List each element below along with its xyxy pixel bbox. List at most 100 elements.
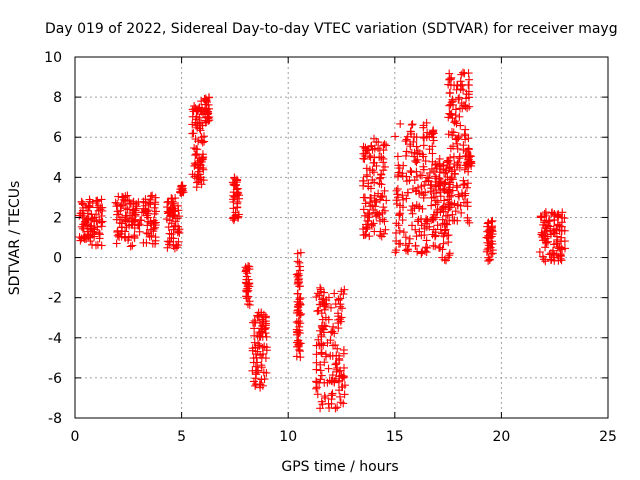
data-point xyxy=(245,297,254,306)
x-tick-label: 5 xyxy=(177,429,186,445)
data-point xyxy=(409,137,418,146)
data-point xyxy=(552,225,561,234)
data-point xyxy=(312,383,321,392)
data-point xyxy=(312,341,321,350)
data-point xyxy=(418,150,427,159)
data-point xyxy=(436,188,445,197)
data-point xyxy=(243,282,252,291)
data-point xyxy=(445,180,454,189)
data-point xyxy=(372,137,381,146)
data-point xyxy=(392,186,401,195)
data-point xyxy=(96,205,105,214)
data-point xyxy=(440,219,449,228)
data-point xyxy=(417,221,426,230)
data-point xyxy=(171,207,180,216)
data-point xyxy=(112,215,121,224)
data-point xyxy=(198,153,207,162)
data-point xyxy=(320,305,329,314)
data-point xyxy=(165,238,174,247)
data-point xyxy=(448,186,457,195)
data-point xyxy=(464,134,473,143)
data-point xyxy=(399,228,408,237)
data-point xyxy=(398,203,407,212)
data-point xyxy=(317,348,326,357)
data-point xyxy=(447,191,456,200)
data-point xyxy=(361,144,370,153)
data-point xyxy=(318,295,327,304)
data-point xyxy=(454,158,463,167)
data-point xyxy=(251,350,260,359)
data-point xyxy=(317,287,326,296)
data-point xyxy=(420,231,429,240)
data-point xyxy=(262,368,271,377)
data-point xyxy=(328,327,337,336)
data-point xyxy=(317,340,326,349)
data-point xyxy=(76,236,85,245)
data-point xyxy=(77,197,86,206)
data-point xyxy=(458,191,467,200)
data-point xyxy=(313,307,322,316)
x-tick-label: 10 xyxy=(279,429,297,445)
data-point xyxy=(407,148,416,157)
data-point xyxy=(427,180,436,189)
data-point xyxy=(197,180,206,189)
data-point xyxy=(437,229,446,238)
data-point xyxy=(331,360,340,369)
data-point xyxy=(295,322,304,331)
data-point xyxy=(359,193,368,202)
data-point xyxy=(295,347,304,356)
data-point xyxy=(455,112,464,121)
data-point xyxy=(411,242,420,251)
data-point xyxy=(333,344,342,353)
data-point xyxy=(464,69,473,78)
data-point xyxy=(254,339,263,348)
data-point xyxy=(435,181,444,190)
data-point xyxy=(445,249,454,258)
data-point xyxy=(320,392,329,401)
data-point xyxy=(245,262,254,271)
data-point xyxy=(553,220,562,229)
data-point xyxy=(421,157,430,166)
data-point xyxy=(317,323,326,332)
data-points xyxy=(75,68,569,413)
data-point xyxy=(553,237,562,246)
data-point xyxy=(425,132,434,141)
data-point xyxy=(380,186,389,195)
data-point xyxy=(314,306,323,315)
data-point xyxy=(328,389,337,398)
data-point xyxy=(230,174,239,183)
data-point xyxy=(204,100,213,109)
data-point xyxy=(242,286,251,295)
y-tick-label: 6 xyxy=(53,130,62,146)
data-point xyxy=(431,213,440,222)
data-point xyxy=(483,219,492,228)
data-point xyxy=(411,186,420,195)
data-point xyxy=(293,279,302,288)
data-point xyxy=(94,201,103,210)
data-point xyxy=(406,142,415,151)
data-point xyxy=(428,215,437,224)
data-point xyxy=(370,227,379,236)
data-point xyxy=(364,217,373,226)
data-point xyxy=(339,349,348,358)
data-point xyxy=(92,210,101,219)
data-point xyxy=(142,238,151,247)
data-point xyxy=(446,110,455,119)
data-point xyxy=(412,133,421,142)
data-point xyxy=(97,222,106,231)
data-point xyxy=(198,138,207,147)
data-point xyxy=(204,93,213,102)
data-point xyxy=(395,210,404,219)
data-point xyxy=(292,318,301,327)
data-point xyxy=(294,328,303,337)
data-point xyxy=(433,198,442,207)
data-point xyxy=(431,231,440,240)
data-point xyxy=(401,246,410,255)
data-point xyxy=(419,152,428,161)
data-point xyxy=(192,145,201,154)
data-point xyxy=(379,229,388,238)
data-point xyxy=(439,239,448,248)
data-point xyxy=(88,230,97,239)
data-point xyxy=(379,203,388,212)
